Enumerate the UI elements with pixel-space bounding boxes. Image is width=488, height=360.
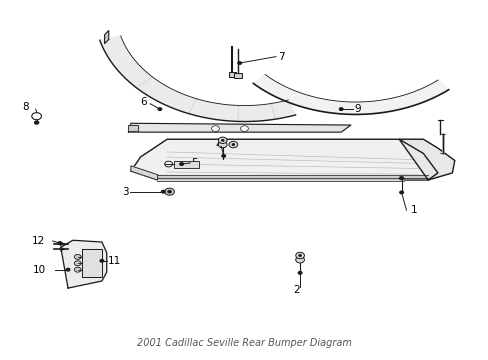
Circle shape [298,271,302,274]
Circle shape [295,257,304,263]
Circle shape [66,268,70,271]
Text: 2001 Cadillac Seville Rear Bumper Diagram: 2001 Cadillac Seville Rear Bumper Diagra… [137,338,351,348]
Circle shape [167,190,171,193]
Circle shape [221,139,224,141]
Circle shape [180,163,183,166]
Text: 9: 9 [353,104,360,114]
Circle shape [74,261,81,266]
Circle shape [164,161,172,167]
Circle shape [398,176,403,180]
Text: 6: 6 [140,97,147,107]
Circle shape [32,113,41,120]
Circle shape [34,121,39,124]
Polygon shape [253,75,448,114]
Circle shape [58,242,61,244]
Circle shape [158,108,162,111]
Text: 4: 4 [215,140,222,149]
Polygon shape [228,72,236,77]
Polygon shape [234,73,242,78]
Text: 11: 11 [108,256,121,266]
Circle shape [399,191,403,194]
Polygon shape [104,31,108,44]
Circle shape [100,260,103,262]
Text: 3: 3 [122,187,128,197]
Polygon shape [128,125,138,131]
Text: 7: 7 [278,51,285,62]
Polygon shape [131,139,437,180]
Text: 10: 10 [33,265,46,275]
Polygon shape [157,180,403,181]
Polygon shape [61,240,106,288]
Circle shape [295,252,304,259]
Polygon shape [100,36,295,122]
Circle shape [222,154,225,157]
Polygon shape [131,166,157,180]
Circle shape [339,108,343,111]
Circle shape [228,141,237,148]
Text: 8: 8 [22,102,29,112]
Circle shape [161,190,165,193]
Polygon shape [398,139,454,180]
Polygon shape [81,249,102,278]
Circle shape [218,137,226,144]
Circle shape [240,126,248,131]
Circle shape [231,144,234,145]
Text: 12: 12 [32,236,45,246]
Text: 5: 5 [191,158,198,168]
Polygon shape [128,123,350,132]
Circle shape [298,255,301,257]
Circle shape [237,62,241,64]
Circle shape [211,126,219,131]
Polygon shape [157,175,427,178]
Circle shape [164,188,174,195]
Polygon shape [174,161,198,168]
Circle shape [74,255,81,260]
Text: 2: 2 [292,285,299,295]
Circle shape [218,141,226,148]
Circle shape [74,267,81,272]
Text: 1: 1 [410,205,417,215]
